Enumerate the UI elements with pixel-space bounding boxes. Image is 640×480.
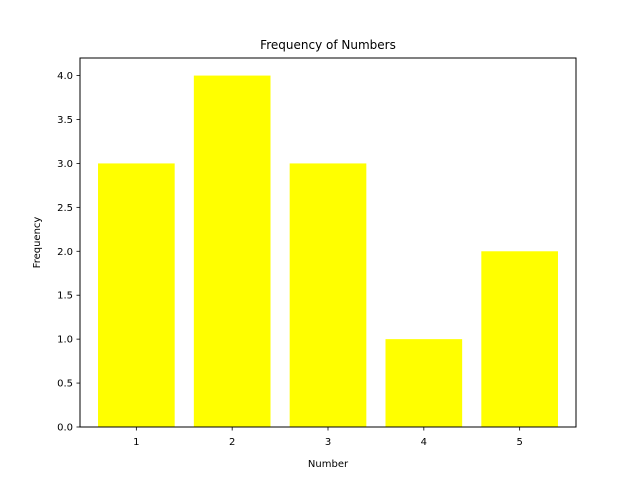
bar-5	[481, 251, 558, 427]
chart-title: Frequency of Numbers	[260, 38, 396, 52]
x-tick-label: 4	[421, 437, 427, 448]
bar-4	[385, 339, 463, 427]
bar-3	[289, 163, 367, 427]
y-tick-label: 4.0	[57, 71, 73, 82]
y-tick-label: 0.5	[57, 379, 73, 390]
x-tick-label: 3	[325, 437, 331, 448]
y-tick-label: 0.0	[57, 423, 73, 434]
y-tick-label: 2.5	[57, 203, 73, 214]
bar-2	[193, 75, 271, 428]
plot-frame	[79, 57, 577, 428]
bar-1	[98, 163, 175, 427]
y-axis-label: Frequency	[32, 217, 43, 269]
y-tick-label: 2.0	[57, 247, 73, 258]
y-tick-label: 1.5	[57, 291, 73, 302]
bars-group	[98, 75, 558, 428]
x-tick-label: 2	[229, 437, 235, 448]
x-axis-label: Number	[308, 459, 349, 470]
y-tick-label: 1.0	[57, 335, 73, 346]
y-axis-ticks: 0.0 0.5 1.0 1.5 2.0 2.5 3.0 3.5 4.0	[57, 71, 80, 434]
x-axis-ticks: 1 2 3 4 5	[133, 427, 523, 448]
y-tick-label: 3.0	[57, 159, 73, 170]
x-tick-label: 1	[133, 437, 139, 448]
y-tick-label: 3.5	[57, 115, 73, 126]
x-tick-label: 5	[516, 437, 522, 448]
